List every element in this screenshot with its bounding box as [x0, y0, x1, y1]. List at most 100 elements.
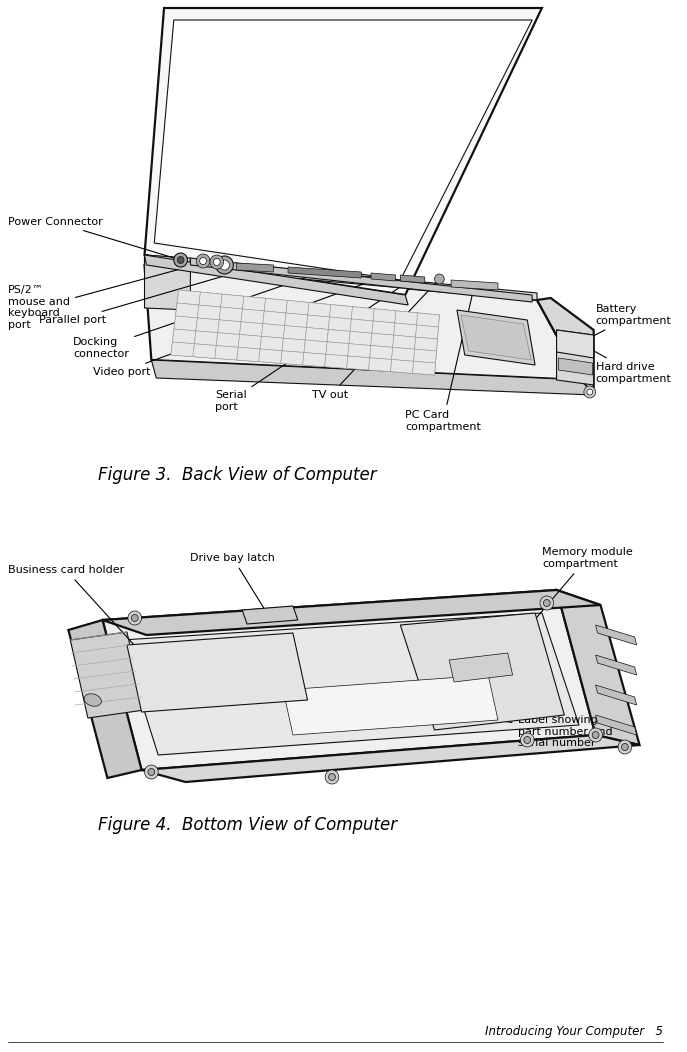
Polygon shape: [416, 325, 438, 339]
Polygon shape: [371, 274, 396, 281]
Polygon shape: [102, 590, 596, 770]
Polygon shape: [416, 312, 440, 327]
Polygon shape: [596, 685, 637, 705]
Polygon shape: [190, 258, 532, 302]
Polygon shape: [172, 329, 196, 344]
Circle shape: [540, 596, 554, 610]
Polygon shape: [177, 290, 201, 305]
Polygon shape: [241, 309, 264, 324]
Text: Parallel port: Parallel port: [39, 268, 252, 325]
Circle shape: [216, 256, 234, 274]
Polygon shape: [218, 320, 241, 335]
Polygon shape: [556, 330, 594, 358]
Polygon shape: [142, 735, 640, 782]
Polygon shape: [330, 305, 352, 319]
Polygon shape: [556, 330, 594, 385]
Circle shape: [618, 740, 632, 754]
Polygon shape: [371, 333, 394, 347]
Polygon shape: [238, 335, 262, 349]
Polygon shape: [264, 299, 287, 313]
Circle shape: [131, 614, 138, 622]
Polygon shape: [394, 323, 416, 337]
Polygon shape: [449, 653, 513, 682]
Polygon shape: [281, 350, 304, 365]
Circle shape: [622, 744, 629, 750]
Circle shape: [524, 736, 530, 744]
Polygon shape: [392, 347, 414, 361]
Polygon shape: [347, 356, 370, 370]
Circle shape: [144, 765, 158, 778]
Polygon shape: [369, 358, 392, 371]
Polygon shape: [306, 315, 330, 329]
Polygon shape: [414, 337, 438, 351]
Text: Docking
connector: Docking connector: [74, 272, 319, 359]
Text: Video port: Video port: [93, 278, 380, 377]
Polygon shape: [370, 345, 393, 360]
Polygon shape: [284, 313, 308, 327]
Text: Power Connector: Power Connector: [8, 217, 178, 259]
Polygon shape: [348, 344, 371, 358]
Polygon shape: [596, 625, 637, 645]
Circle shape: [328, 773, 335, 781]
Circle shape: [589, 728, 602, 742]
Polygon shape: [194, 330, 218, 345]
Circle shape: [543, 600, 550, 607]
Polygon shape: [240, 322, 263, 337]
Polygon shape: [196, 318, 219, 332]
Text: Introducing Your Computer   5: Introducing Your Computer 5: [485, 1026, 663, 1038]
Polygon shape: [70, 632, 144, 719]
Circle shape: [521, 733, 534, 747]
Circle shape: [174, 252, 188, 267]
Polygon shape: [391, 360, 414, 373]
Polygon shape: [395, 310, 418, 325]
Polygon shape: [263, 311, 286, 325]
Text: Drive bay latch: Drive bay latch: [190, 553, 275, 611]
Polygon shape: [393, 336, 416, 349]
Polygon shape: [197, 305, 221, 320]
Text: Memory module
compartment: Memory module compartment: [519, 547, 633, 638]
Polygon shape: [193, 344, 216, 359]
Polygon shape: [461, 315, 531, 360]
Circle shape: [128, 611, 142, 625]
Polygon shape: [351, 307, 374, 321]
Polygon shape: [451, 280, 498, 290]
Polygon shape: [305, 327, 328, 342]
Circle shape: [196, 254, 210, 268]
Polygon shape: [414, 349, 436, 363]
Polygon shape: [457, 310, 535, 365]
Polygon shape: [283, 325, 306, 340]
Polygon shape: [236, 263, 273, 272]
Text: Hard drive
compartment: Hard drive compartment: [576, 341, 671, 384]
Polygon shape: [372, 321, 395, 336]
Polygon shape: [286, 301, 309, 315]
Polygon shape: [412, 361, 436, 375]
Polygon shape: [243, 297, 266, 311]
Polygon shape: [242, 606, 297, 624]
Circle shape: [587, 389, 593, 394]
Polygon shape: [596, 655, 637, 675]
Polygon shape: [308, 303, 330, 317]
Polygon shape: [122, 613, 579, 755]
Polygon shape: [401, 275, 425, 283]
Circle shape: [214, 259, 220, 265]
Polygon shape: [303, 352, 326, 367]
Polygon shape: [144, 255, 408, 305]
Circle shape: [148, 769, 155, 775]
Polygon shape: [144, 265, 581, 380]
Polygon shape: [328, 317, 351, 331]
Polygon shape: [215, 345, 238, 360]
Text: Serial
port: Serial port: [215, 281, 409, 411]
Text: Figure 3.  Back View of Computer: Figure 3. Back View of Computer: [98, 466, 376, 484]
Polygon shape: [221, 295, 244, 309]
Polygon shape: [151, 360, 594, 394]
Polygon shape: [283, 675, 498, 735]
Circle shape: [220, 260, 229, 270]
Text: Business card holder: Business card holder: [8, 565, 164, 677]
Polygon shape: [304, 340, 327, 355]
Polygon shape: [68, 620, 142, 778]
Circle shape: [434, 274, 444, 284]
Polygon shape: [326, 342, 349, 356]
Polygon shape: [127, 633, 308, 712]
Polygon shape: [219, 307, 243, 322]
Polygon shape: [237, 347, 260, 362]
